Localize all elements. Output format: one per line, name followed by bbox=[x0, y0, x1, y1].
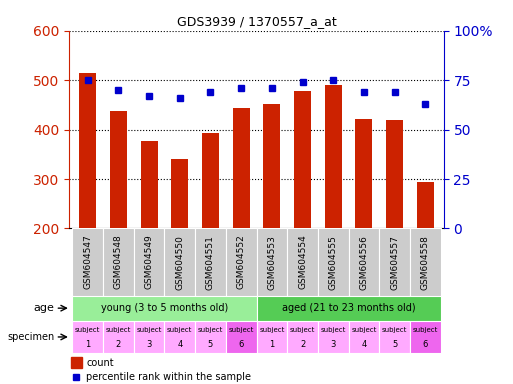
Text: aged (21 to 23 months old): aged (21 to 23 months old) bbox=[282, 303, 416, 313]
FancyBboxPatch shape bbox=[134, 228, 164, 296]
Text: GSM604550: GSM604550 bbox=[175, 235, 184, 290]
Text: subject: subject bbox=[167, 327, 192, 333]
FancyBboxPatch shape bbox=[226, 228, 256, 296]
FancyBboxPatch shape bbox=[287, 228, 318, 296]
Bar bbox=[356, 119, 372, 228]
Text: 6: 6 bbox=[423, 339, 428, 349]
FancyBboxPatch shape bbox=[349, 228, 379, 296]
Text: subject: subject bbox=[259, 327, 285, 333]
Text: subject: subject bbox=[382, 327, 407, 333]
Text: count: count bbox=[86, 358, 114, 368]
FancyBboxPatch shape bbox=[410, 228, 441, 296]
Text: subject: subject bbox=[136, 327, 162, 333]
Text: GSM604557: GSM604557 bbox=[390, 235, 399, 290]
FancyBboxPatch shape bbox=[318, 321, 349, 353]
Text: 6: 6 bbox=[239, 339, 244, 349]
Bar bbox=[202, 133, 219, 228]
Text: percentile rank within the sample: percentile rank within the sample bbox=[86, 372, 251, 382]
Text: subject: subject bbox=[351, 327, 377, 333]
Text: GSM604549: GSM604549 bbox=[145, 235, 153, 290]
Text: subject: subject bbox=[321, 327, 346, 333]
Bar bbox=[71, 357, 82, 368]
FancyBboxPatch shape bbox=[410, 321, 441, 353]
Bar bbox=[141, 141, 157, 228]
FancyBboxPatch shape bbox=[195, 228, 226, 296]
Text: 4: 4 bbox=[361, 339, 367, 349]
Text: GSM604551: GSM604551 bbox=[206, 235, 215, 290]
Text: 3: 3 bbox=[146, 339, 152, 349]
Text: GSM604558: GSM604558 bbox=[421, 235, 430, 290]
Bar bbox=[417, 182, 434, 228]
Bar bbox=[294, 91, 311, 228]
Text: GSM604553: GSM604553 bbox=[267, 235, 277, 290]
Text: subject: subject bbox=[412, 327, 438, 333]
FancyBboxPatch shape bbox=[103, 228, 134, 296]
Text: subject: subject bbox=[106, 327, 131, 333]
FancyBboxPatch shape bbox=[226, 321, 256, 353]
Text: subject: subject bbox=[198, 327, 223, 333]
Text: subject: subject bbox=[290, 327, 315, 333]
FancyBboxPatch shape bbox=[287, 321, 318, 353]
Text: 4: 4 bbox=[177, 339, 183, 349]
Text: GSM604555: GSM604555 bbox=[329, 235, 338, 290]
Text: young (3 to 5 months old): young (3 to 5 months old) bbox=[101, 303, 228, 313]
Text: 3: 3 bbox=[330, 339, 336, 349]
FancyBboxPatch shape bbox=[164, 228, 195, 296]
Text: 5: 5 bbox=[208, 339, 213, 349]
Text: subject: subject bbox=[228, 327, 254, 333]
Bar bbox=[171, 159, 188, 228]
Text: 5: 5 bbox=[392, 339, 397, 349]
FancyBboxPatch shape bbox=[318, 228, 349, 296]
Bar bbox=[325, 84, 342, 228]
Text: GSM604548: GSM604548 bbox=[114, 235, 123, 290]
Bar bbox=[386, 120, 403, 228]
FancyBboxPatch shape bbox=[256, 296, 441, 321]
Text: 2: 2 bbox=[300, 339, 305, 349]
Title: GDS3939 / 1370557_a_at: GDS3939 / 1370557_a_at bbox=[176, 15, 337, 28]
Bar bbox=[263, 104, 280, 228]
FancyBboxPatch shape bbox=[72, 321, 103, 353]
FancyBboxPatch shape bbox=[103, 321, 134, 353]
Bar bbox=[233, 108, 250, 228]
FancyBboxPatch shape bbox=[379, 321, 410, 353]
FancyBboxPatch shape bbox=[195, 321, 226, 353]
FancyBboxPatch shape bbox=[134, 321, 164, 353]
FancyBboxPatch shape bbox=[379, 228, 410, 296]
Text: GSM604554: GSM604554 bbox=[298, 235, 307, 290]
Text: GSM604556: GSM604556 bbox=[360, 235, 368, 290]
Text: 2: 2 bbox=[116, 339, 121, 349]
FancyBboxPatch shape bbox=[256, 321, 287, 353]
FancyBboxPatch shape bbox=[349, 321, 379, 353]
FancyBboxPatch shape bbox=[72, 228, 103, 296]
Text: 1: 1 bbox=[85, 339, 90, 349]
Text: GSM604552: GSM604552 bbox=[236, 235, 246, 290]
Bar bbox=[79, 73, 96, 228]
Text: age: age bbox=[34, 303, 54, 313]
Text: 1: 1 bbox=[269, 339, 274, 349]
Text: subject: subject bbox=[75, 327, 101, 333]
Bar bbox=[110, 111, 127, 228]
FancyBboxPatch shape bbox=[256, 228, 287, 296]
FancyBboxPatch shape bbox=[72, 296, 256, 321]
Text: GSM604547: GSM604547 bbox=[83, 235, 92, 290]
FancyBboxPatch shape bbox=[164, 321, 195, 353]
Text: specimen: specimen bbox=[7, 332, 54, 342]
